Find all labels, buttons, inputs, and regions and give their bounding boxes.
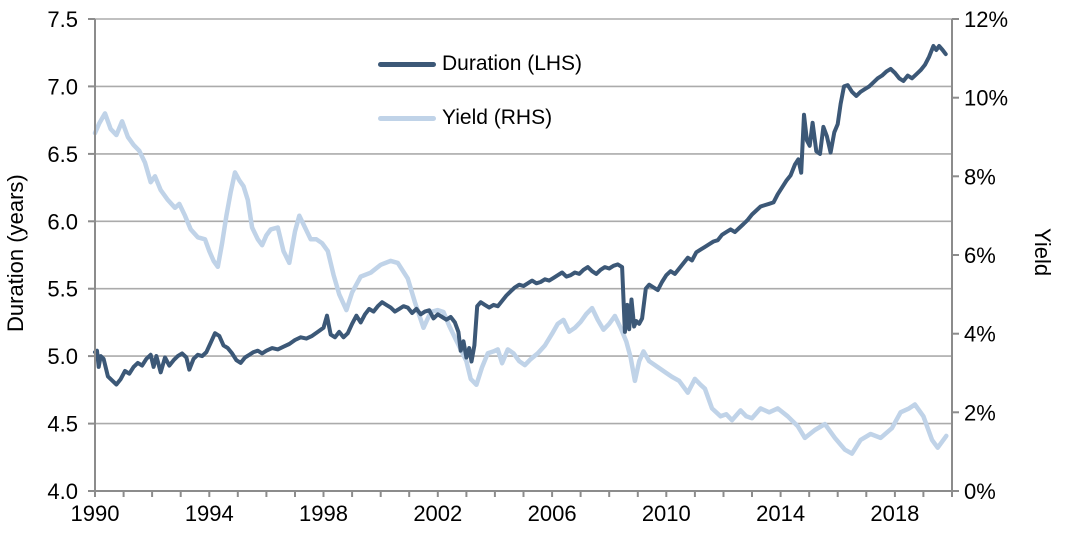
left-tick-label: 5.5: [47, 277, 78, 302]
right-tick-label: 4%: [964, 322, 996, 347]
right-tick-label: 6%: [964, 243, 996, 268]
x-tick-label: 1998: [299, 501, 348, 526]
legend-entry-duration: Duration (LHS): [378, 47, 582, 81]
yield-line-swatch: [378, 115, 436, 121]
duration-line: [93, 44, 948, 387]
yield-line: [92, 111, 949, 456]
x-tick-label: 2010: [642, 501, 691, 526]
right-tick-label: 10%: [964, 86, 1008, 111]
right-axis-title: Yield: [1030, 227, 1055, 277]
left-tick-label: 5.0: [47, 344, 78, 369]
left-tick-label: 4.5: [47, 412, 78, 437]
right-tick-label: 2%: [964, 400, 996, 425]
x-tick-label: 1990: [71, 501, 120, 526]
left-tick-label: 7.5: [47, 7, 78, 32]
legend-label-duration: Duration (LHS): [442, 52, 583, 75]
x-tick-label: 2006: [528, 501, 577, 526]
right-tick-label: 8%: [964, 164, 996, 189]
x-tick-label: 2002: [413, 501, 462, 526]
left-tick-label: 7.0: [47, 74, 78, 99]
axis-tick-labels: 4.0 4.5 5.0 5.5 6.0 6.5 7.0 7.5 0% 2% 4% 6% 8% 10% 12%…: [47, 7, 1008, 526]
x-tick-label: 2018: [870, 501, 919, 526]
axes: [88, 18, 959, 497]
x-tick-label: 2014: [756, 501, 805, 526]
left-tick-label: 4.0: [47, 479, 78, 504]
left-tick-label: 6.5: [47, 142, 78, 167]
legend-entry-yield: Yield (RHS): [378, 101, 582, 135]
x-tick-label: 1994: [185, 501, 234, 526]
legend-label-yield: Yield (RHS): [442, 106, 553, 129]
left-axis-title: Duration (years): [3, 174, 28, 332]
duration-line-swatch: [378, 61, 436, 67]
right-tick-label: 0%: [964, 479, 996, 504]
gridlines: [95, 18, 952, 425]
left-tick-label: 6.0: [47, 209, 78, 234]
legend: Duration (LHS) Yield (RHS): [378, 47, 582, 155]
right-tick-label: 12%: [964, 7, 1008, 32]
